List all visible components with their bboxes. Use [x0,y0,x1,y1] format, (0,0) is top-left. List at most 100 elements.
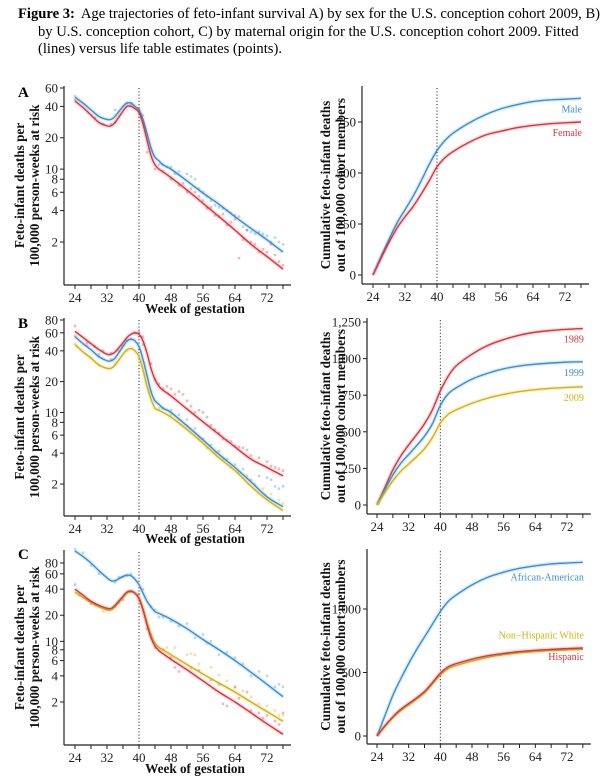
y-tick-label: 0 [355,729,362,744]
data-point-african-american [161,615,165,619]
y-tick-label: 20 [45,608,58,623]
data-point-hispanic [73,583,77,586]
y-tick-label: 2 [52,477,59,492]
x-tick-label: 40 [434,749,447,764]
data-point-male [261,232,265,236]
x-tick-label: 56 [495,289,509,304]
data-point-1999 [109,358,113,361]
data-point-female [73,98,77,102]
data-point-hispanic [121,598,125,602]
x-tick-label: 32 [101,521,114,536]
data-point-female [281,263,285,267]
data-point-hispanic [233,685,237,689]
y-tick-label: 60 [45,566,58,581]
data-point-non-hispanic-white [273,709,277,712]
y-tick-label: 250 [337,217,357,232]
x-tick-label: 24 [69,521,83,536]
data-point-1989 [197,408,201,412]
y-axis-title-line: 100,000 person-weeks at risk [27,335,42,498]
data-point-1989 [85,341,89,345]
data-point-hispanic [257,711,261,715]
data-point-hispanic [225,704,229,708]
data-point-2009 [245,474,249,478]
panel-letter: B [18,316,28,332]
y-tick-label: 500 [337,166,357,181]
data-point-1999 [249,478,253,482]
data-point-2009 [253,482,257,486]
data-point-1999 [185,418,189,421]
x-tick-label: 64 [529,519,543,534]
data-point-1989 [273,466,277,469]
y-axis-title-line: Feto-infant deaths per [12,354,27,479]
y-axis-title: Cumulative feto-infant deathsout of 100,… [318,329,348,503]
data-point-male [73,94,77,98]
data-point-hispanic [249,709,253,712]
x-tick-label: 24 [69,750,83,765]
data-point-1989 [137,330,141,334]
data-point-male [237,215,241,218]
data-point-female [229,220,233,224]
data-point-female [169,177,173,181]
data-point-2009 [281,501,285,505]
series-label-female: Female [553,128,583,139]
y-axis-title-line: Feto-infant deaths per [12,585,27,710]
x-tick-label: 48 [466,749,479,764]
data-point-1989 [161,387,165,391]
data-point-2009 [113,362,117,365]
x-tick-label: 40 [133,750,146,765]
y-tick-label: 40 [45,99,58,114]
series-label-hispanic: Hispanic [548,652,584,663]
data-point-2009 [213,451,217,455]
data-point-hispanic [145,627,149,630]
data-point-non-hispanic-white [101,610,105,613]
y-tick-label: 8 [52,415,59,430]
data-point-1989 [201,411,205,414]
data-point-hispanic [217,682,221,686]
x-tick-label: 64 [229,290,243,305]
data-point-hispanic [209,678,213,682]
x-tick-label: 56 [197,521,211,536]
x-tick-label: 48 [165,290,178,305]
x-tick-label: 64 [229,750,243,765]
caption-label: Figure 3: [18,6,75,22]
data-point-male [265,234,269,237]
y-tick-label: 4 [52,446,59,461]
data-point-1989 [245,448,249,452]
data-point-1989 [73,324,77,328]
series-label-1989: 1989 [564,335,584,346]
y-tick-label: 500 [342,665,362,680]
data-point-male [221,207,225,210]
data-point-hispanic [197,669,201,672]
data-point-female [273,253,277,257]
data-point-male [193,177,197,181]
y-axis-title-line: out of 100,000 cohort members [333,329,348,503]
confidence-band-1989 [375,326,583,506]
data-point-female [201,199,205,202]
x-tick-label: 32 [101,750,114,765]
caption-line-1: Age trajectories of feto-infant survival… [80,6,601,22]
data-point-african-american [225,650,229,654]
y-tick-label: 20 [45,130,58,145]
data-point-female [233,218,237,221]
data-point-male [281,243,285,246]
y-tick-label: 0 [355,498,362,513]
y-tick-label: 80 [45,556,58,571]
chart-b-left: 24 32 40 48 56 64 7224681020406080Feto-infant … [12,313,291,546]
data-point-female [241,238,245,242]
data-point-female [205,207,209,210]
data-point-1989 [189,404,193,408]
chart-b-right: 24 32 40 48 56 64 7202505007501,0001,250Cumula… [318,315,591,534]
data-point-non-hispanic-white [249,695,253,699]
fitted-line-hispanic [376,647,583,737]
data-point-1989 [157,382,161,386]
data-point-female [181,182,185,185]
data-point-male [245,228,249,232]
data-point-1989 [277,467,281,471]
x-tick-label: 72 [561,749,574,764]
data-point-female [189,187,193,190]
data-point-1989 [117,349,121,353]
y-tick-label: 0 [350,268,357,283]
